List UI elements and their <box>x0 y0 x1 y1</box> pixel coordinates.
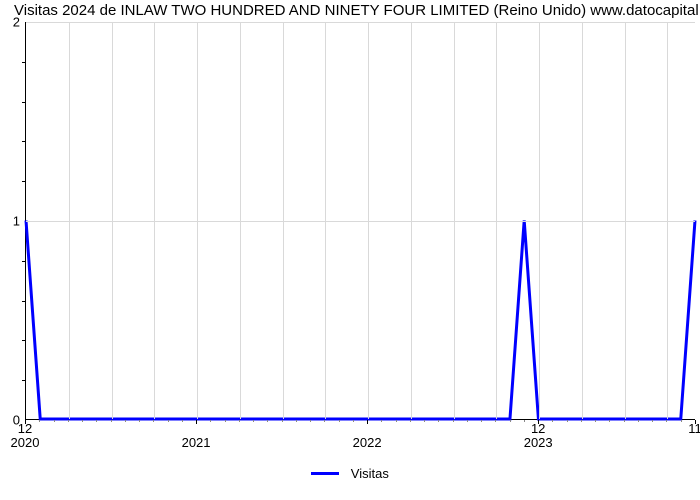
x-minor-tick <box>225 420 226 422</box>
vgrid-line <box>154 22 155 419</box>
x-minor-tick <box>125 420 126 422</box>
x-minor-tick <box>339 420 340 422</box>
x-minor-tick <box>267 420 268 422</box>
x-minor-tick <box>567 420 568 422</box>
hgrid-line <box>26 22 695 23</box>
vgrid-line <box>240 22 241 419</box>
vgrid-line <box>112 22 113 419</box>
y-tick-label: 1 <box>2 214 20 229</box>
x-minor-tick <box>453 420 454 422</box>
vgrid-line <box>197 22 198 419</box>
chart-title: Visitas 2024 de INLAW TWO HUNDRED AND NI… <box>14 2 700 19</box>
x-minor-tick <box>82 420 83 422</box>
vgrid-line <box>325 22 326 419</box>
x-tick-top-label: 11 <box>688 421 700 436</box>
y-minor-tick <box>22 62 25 63</box>
y-minor-tick <box>22 380 25 381</box>
vgrid-line <box>454 22 455 419</box>
plot-area <box>25 22 695 420</box>
x-minor-tick <box>153 420 154 422</box>
x-minor-tick <box>595 420 596 422</box>
x-minor-tick <box>467 420 468 422</box>
vgrid-line <box>411 22 412 419</box>
series-polyline <box>26 221 695 420</box>
x-minor-tick <box>139 420 140 422</box>
x-minor-tick <box>39 420 40 422</box>
legend-swatch <box>311 472 339 475</box>
x-minor-tick <box>253 420 254 422</box>
x-minor-tick <box>410 420 411 422</box>
x-major-tick <box>196 420 197 424</box>
x-tick-top-label: 12 <box>531 421 545 436</box>
vgrid-line <box>69 22 70 419</box>
x-major-tick <box>367 420 368 424</box>
vgrid-line <box>625 22 626 419</box>
x-minor-tick <box>324 420 325 422</box>
x-minor-tick <box>239 420 240 422</box>
x-minor-tick <box>495 420 496 422</box>
vgrid-line <box>582 22 583 419</box>
chart-container: Visitas 2024 de INLAW TWO HUNDRED AND NI… <box>0 0 700 500</box>
x-tick-year-label: 2020 <box>11 435 40 450</box>
x-minor-tick <box>381 420 382 422</box>
x-minor-tick <box>310 420 311 422</box>
x-minor-tick <box>168 420 169 422</box>
x-tick-year-label: 2022 <box>353 435 382 450</box>
x-minor-tick <box>210 420 211 422</box>
x-minor-tick <box>481 420 482 422</box>
x-minor-tick <box>68 420 69 422</box>
hgrid-line <box>26 221 695 222</box>
x-minor-tick <box>353 420 354 422</box>
x-minor-tick <box>438 420 439 422</box>
y-minor-tick <box>22 102 25 103</box>
x-minor-tick <box>396 420 397 422</box>
legend: Visitas <box>0 465 700 481</box>
vgrid-line <box>667 22 668 419</box>
x-minor-tick <box>638 420 639 422</box>
x-minor-tick <box>282 420 283 422</box>
y-minor-tick <box>22 181 25 182</box>
y-minor-tick <box>22 340 25 341</box>
x-minor-tick <box>581 420 582 422</box>
x-minor-tick <box>96 420 97 422</box>
x-tick-year-label: 2023 <box>524 435 553 450</box>
x-minor-tick <box>111 420 112 422</box>
vgrid-line <box>283 22 284 419</box>
vgrid-line <box>368 22 369 419</box>
x-tick-year-label: 2021 <box>182 435 211 450</box>
vgrid-line <box>496 22 497 419</box>
x-minor-tick <box>182 420 183 422</box>
x-minor-tick <box>524 420 525 422</box>
legend-label: Visitas <box>351 466 389 481</box>
x-minor-tick <box>666 420 667 422</box>
x-minor-tick <box>296 420 297 422</box>
x-minor-tick <box>624 420 625 422</box>
y-minor-tick <box>22 301 25 302</box>
x-minor-tick <box>424 420 425 422</box>
y-tick-label: 2 <box>2 15 20 30</box>
vgrid-line <box>539 22 540 419</box>
x-minor-tick <box>652 420 653 422</box>
x-minor-tick <box>510 420 511 422</box>
x-tick-top-label: 12 <box>18 421 32 436</box>
x-minor-tick <box>681 420 682 422</box>
y-minor-tick <box>22 261 25 262</box>
x-minor-tick <box>552 420 553 422</box>
x-minor-tick <box>609 420 610 422</box>
x-minor-tick <box>54 420 55 422</box>
y-minor-tick <box>22 141 25 142</box>
